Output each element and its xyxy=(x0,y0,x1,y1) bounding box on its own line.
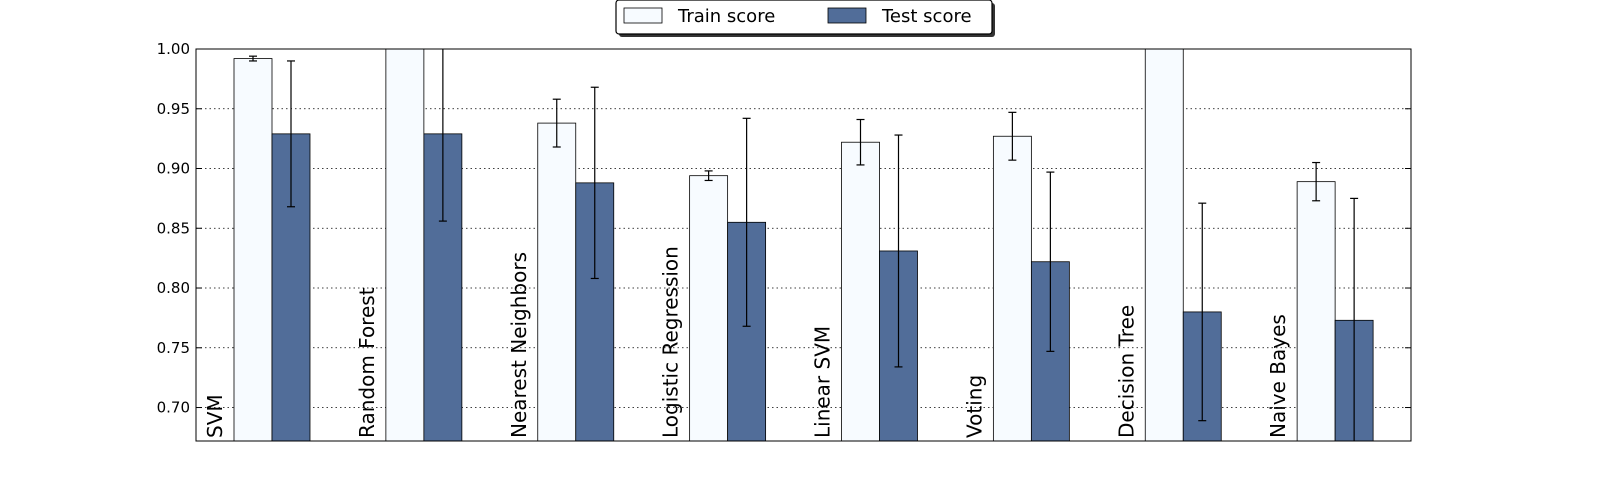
category-label: Random Forest xyxy=(355,287,379,438)
y-tick-label: 0.85 xyxy=(157,219,190,237)
legend: Train score Test score xyxy=(615,0,995,37)
error-bars xyxy=(249,49,1359,441)
category-label: Voting xyxy=(962,375,986,438)
category-label: Decision Tree xyxy=(1114,305,1138,438)
legend-swatch-test xyxy=(827,7,867,24)
y-tick-label: 0.80 xyxy=(157,279,190,297)
y-tick-label: 0.95 xyxy=(157,100,190,118)
plot-frame xyxy=(195,48,1412,442)
y-tick-label: 0.70 xyxy=(157,399,190,417)
legend-swatch-train xyxy=(623,7,663,24)
category-labels: SVM Random Forest Nearest Neighbors Logisti… xyxy=(203,246,1290,438)
category-label: Naive Bayes xyxy=(1266,314,1290,438)
train-bar-0 xyxy=(233,58,273,442)
train-bar-5 xyxy=(992,135,1032,442)
y-tick-label: 0.90 xyxy=(157,160,190,178)
train-bar-1 xyxy=(385,48,425,442)
train-bar-3 xyxy=(689,175,729,442)
legend-label-test: Test score xyxy=(881,6,972,27)
category-label: Linear SVM xyxy=(811,326,835,438)
train-bar-4 xyxy=(841,141,880,442)
category-label: SVM xyxy=(203,394,227,438)
legend-label-train: Train score xyxy=(677,6,775,27)
y-tick-label: 0.75 xyxy=(157,339,190,357)
y-axis-ticks: 0.70 0.75 0.80 0.85 0.90 0.95 1.00 xyxy=(157,40,1411,417)
category-label: Logistic Regression xyxy=(659,246,683,438)
train-bar-7 xyxy=(1296,181,1336,442)
train-bar-2 xyxy=(537,122,577,442)
y-tick-label: 1.00 xyxy=(157,40,190,58)
category-label: Nearest Neighbors xyxy=(507,252,531,438)
legend-box xyxy=(615,0,993,35)
train-bar-6 xyxy=(1144,48,1184,442)
